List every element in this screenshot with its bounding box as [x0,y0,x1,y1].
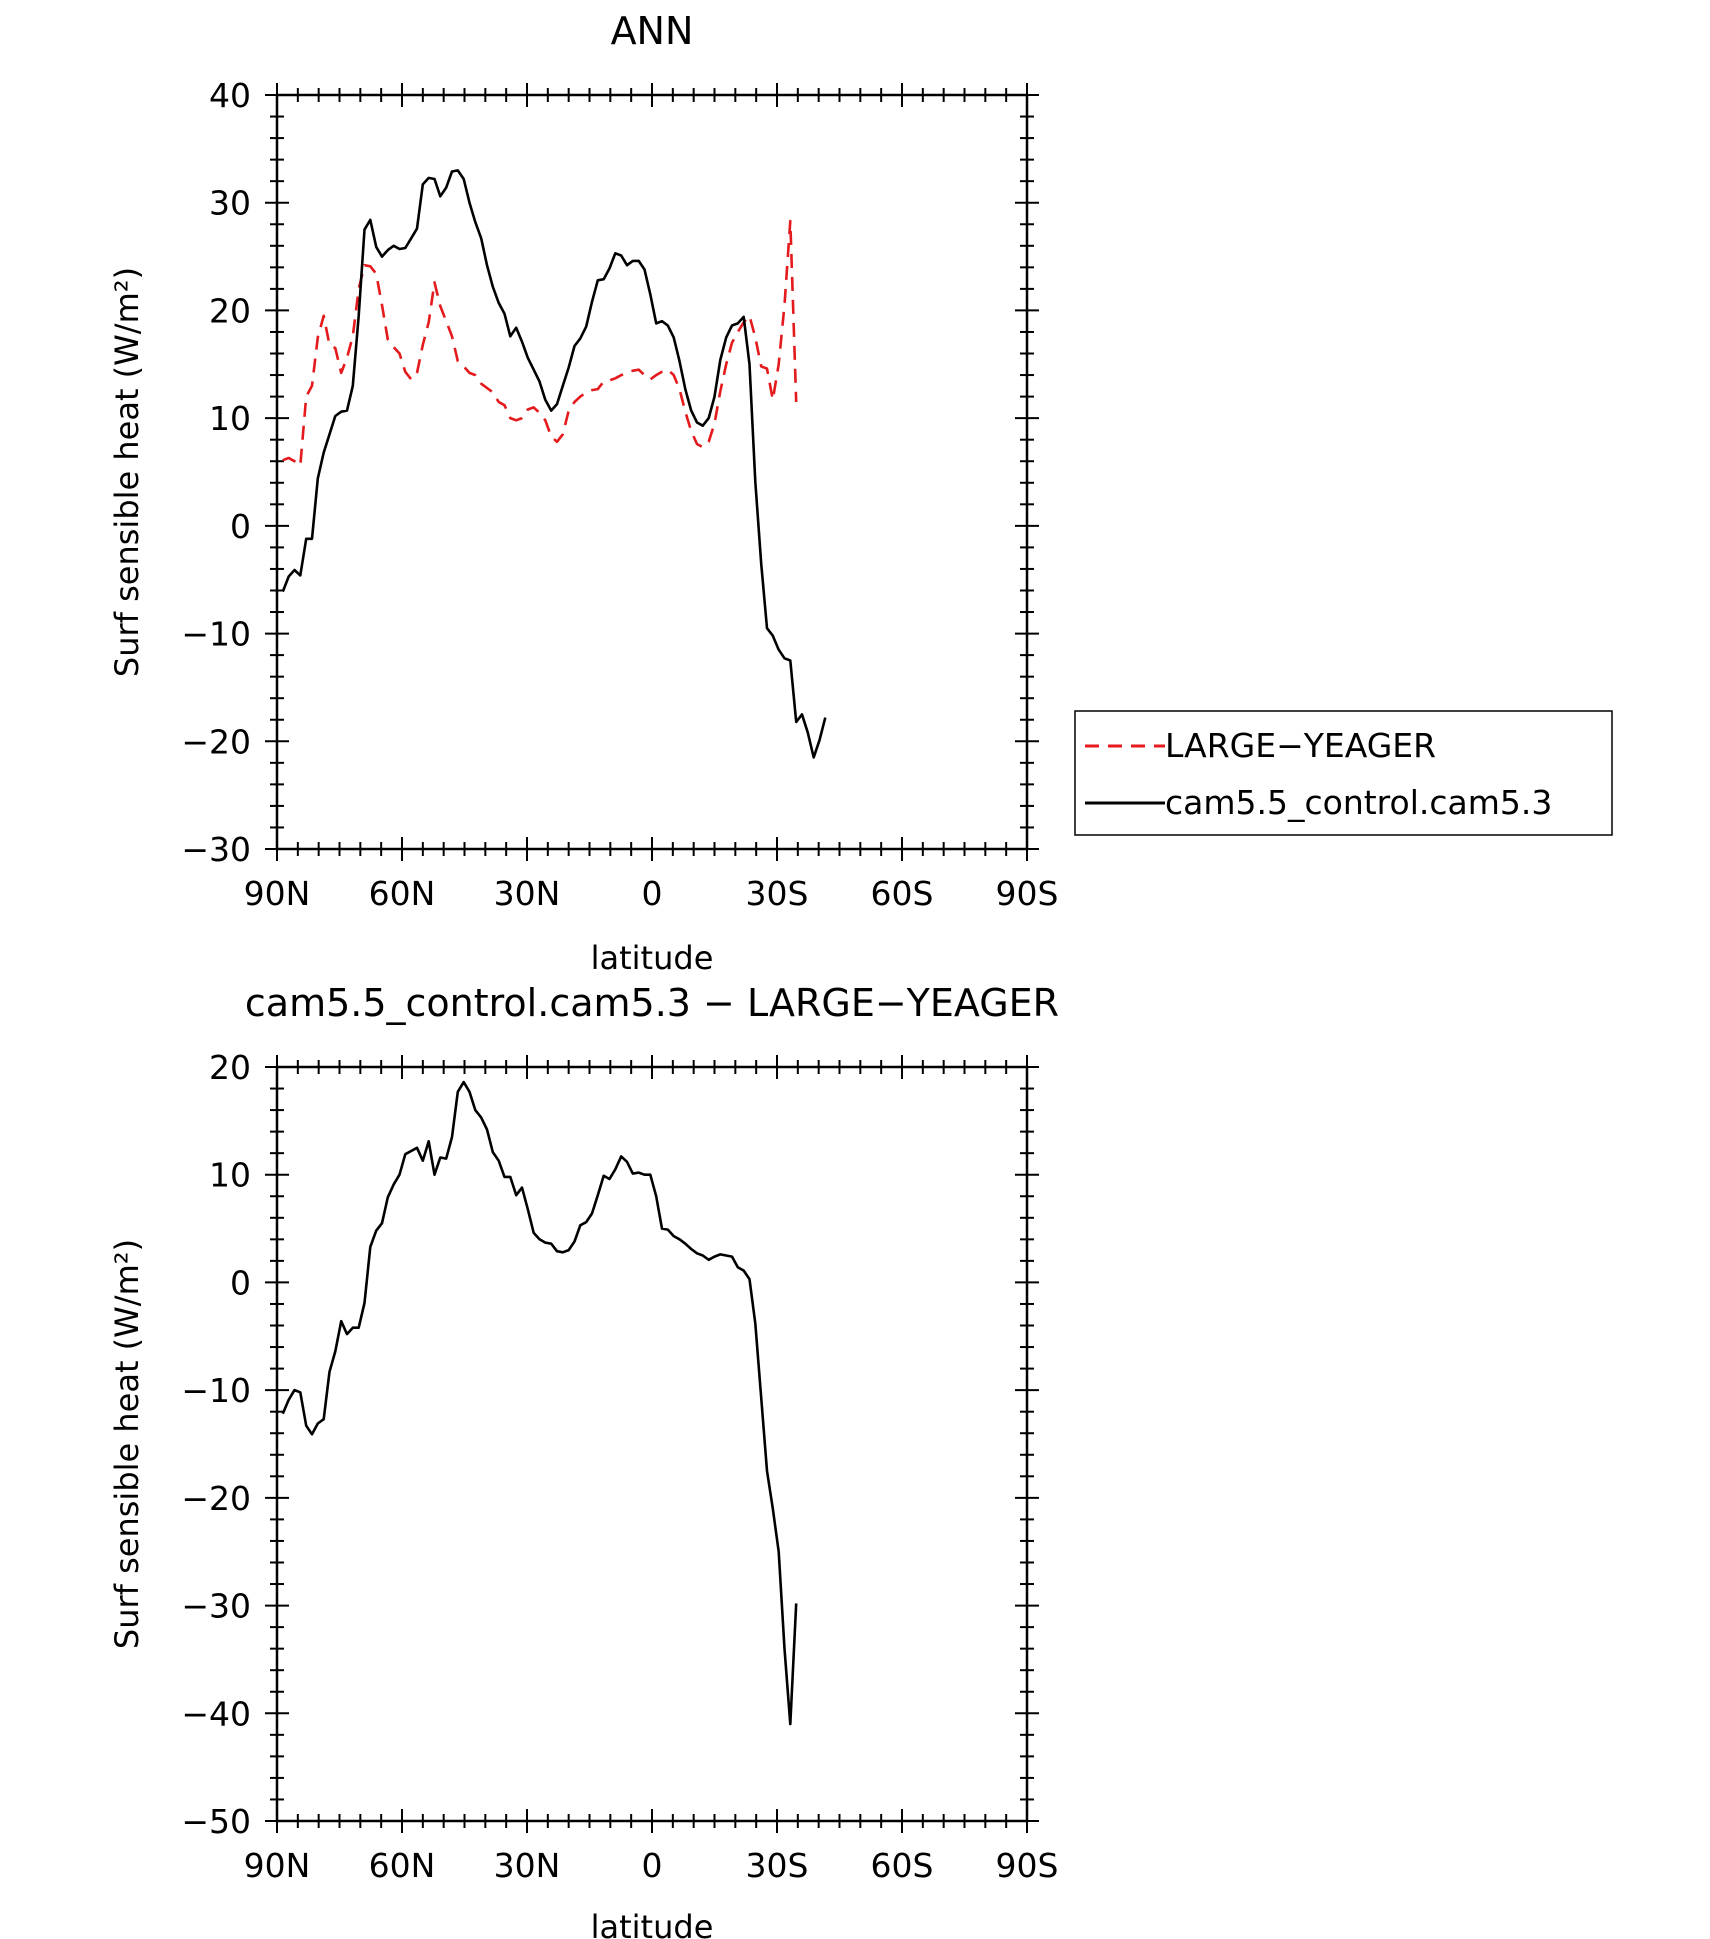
y-tick-label: −10 [181,1371,251,1410]
y-tick-label: 0 [230,1263,251,1302]
large-yeager-series-line [282,219,798,467]
y-tick-label: −30 [181,1587,251,1626]
top-series-group [281,169,827,759]
x-tick-label: 0 [642,1846,663,1885]
y-tick-label: 20 [209,291,251,330]
bottom-panel: cam5.5_control.cam5.3 − LARGE−YEAGER −50… [108,981,1059,1939]
bottom-x-axis-label: latitude [591,1908,714,1939]
x-tick-label: 90S [996,1846,1059,1885]
top-y-tick-labels: −30 −20 −10 0 10 20 30 40 [181,76,251,869]
x-tick-label: 90S [996,874,1059,913]
y-tick-label: −40 [181,1694,251,1733]
x-tick-label: 30S [746,874,809,913]
bottom-chart-title: cam5.5_control.cam5.3 − LARGE−YEAGER [245,981,1059,1025]
x-tick-label: 60S [871,1846,934,1885]
y-tick-label: −10 [181,615,251,654]
y-tick-label: 20 [209,1048,251,1087]
x-tick-label: 90N [244,1846,311,1885]
y-tick-label: 10 [209,1156,251,1195]
top-y-axis-label: Surf sensible heat (W/m²) [108,267,146,677]
y-tick-label: 0 [230,507,251,546]
legend-label-cam55-control: cam5.5_control.cam5.3 [1165,783,1552,822]
y-tick-label: −20 [181,722,251,761]
y-tick-label: 30 [209,184,251,223]
x-tick-label: 30S [746,1846,809,1885]
x-tick-label: 30N [494,1846,561,1885]
bottom-series-group [281,1080,798,1726]
bottom-y-tick-labels: −50 −40 −30 −20 −10 0 10 20 [181,1048,251,1841]
bottom-y-axis-label: Surf sensible heat (W/m²) [108,1239,146,1649]
bottom-plot-frame [275,1065,1029,1823]
bottom-x-tick-labels: 90N 60N 30N 0 30S 60S 90S [244,1846,1059,1885]
top-axis-ticks [265,83,1039,861]
y-tick-label: −30 [181,830,251,869]
x-tick-label: 60S [871,874,934,913]
x-tick-label: 90N [244,874,311,913]
y-tick-label: −20 [181,1479,251,1518]
cam5-5-control-cam5-3-series-line [281,169,827,759]
top-x-tick-labels: 90N 60N 30N 0 30S 60S 90S [244,874,1059,913]
y-tick-label: −50 [181,1802,251,1841]
top-plot-frame [275,93,1029,851]
difference-series-line [281,1080,798,1726]
legend: LARGE−YEAGER cam5.5_control.cam5.3 [1074,710,1613,836]
bottom-axis-ticks [265,1055,1039,1833]
x-tick-label: 60N [369,874,436,913]
top-x-axis-label: latitude [591,939,714,977]
y-tick-label: 10 [209,399,251,438]
y-tick-label: 40 [209,76,251,115]
x-tick-label: 30N [494,874,561,913]
legend-box [1074,710,1613,836]
x-tick-label: 0 [642,874,663,913]
x-tick-label: 60N [369,1846,436,1885]
top-chart-title: ANN [611,9,694,53]
legend-label-large-yeager: LARGE−YEAGER [1165,726,1436,765]
